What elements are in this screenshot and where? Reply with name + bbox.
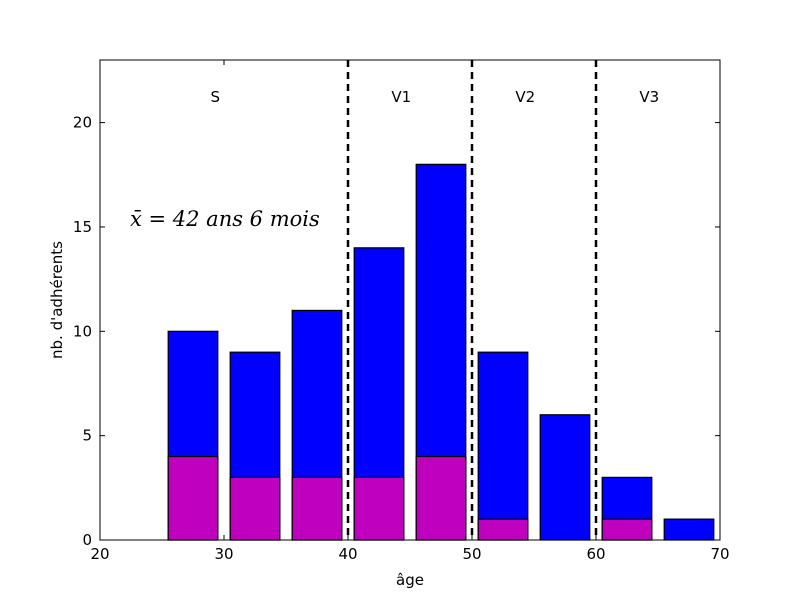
bar-series1-bin-65 [663,518,715,541]
y-tick-label: 0 [82,531,92,549]
bar-series1-bin-50 [477,351,529,541]
y-axis-label: nb. d'adhérents [48,241,66,359]
x-tick-label: 40 [338,545,357,563]
x-tick-label: 60 [586,545,605,563]
ticks-layer: 20 30 40 50 60 70 0 5 10 15 20 [73,60,730,563]
x-axis-label: âge [396,571,424,589]
region-label-v1: V1 [391,88,411,106]
region-labels: S V1 V2 V3 [211,88,660,106]
bar-series2-bin-30 [229,476,281,541]
bar-series2-bin-50 [477,518,529,541]
bar-series2-bin-25 [167,455,219,541]
plot-frame [99,59,721,541]
x-tick-label: 50 [462,545,481,563]
bars-layer [167,163,715,541]
bar-series2-bin-45 [415,455,467,541]
y-tick-label: 20 [73,114,92,132]
x-tick-label: 70 [710,545,729,563]
y-tick-label: 5 [82,427,92,445]
region-label-s: S [211,88,221,106]
y-tick-label: 10 [73,322,92,340]
bar-series2-bin-60 [601,518,653,541]
bar-series1-bin-55 [539,414,591,541]
mean-annotation: x̄ = 42 ans 6 mois [130,207,320,231]
bar-series2-bin-40 [353,476,405,541]
region-label-v2: V2 [515,88,535,106]
x-tick-label: 30 [214,545,233,563]
y-tick-label: 15 [73,218,92,236]
dividers-layer [346,60,598,540]
region-label-v3: V3 [639,88,659,106]
x-tick-label: 20 [90,545,109,563]
bar-series2-bin-35 [291,476,343,541]
